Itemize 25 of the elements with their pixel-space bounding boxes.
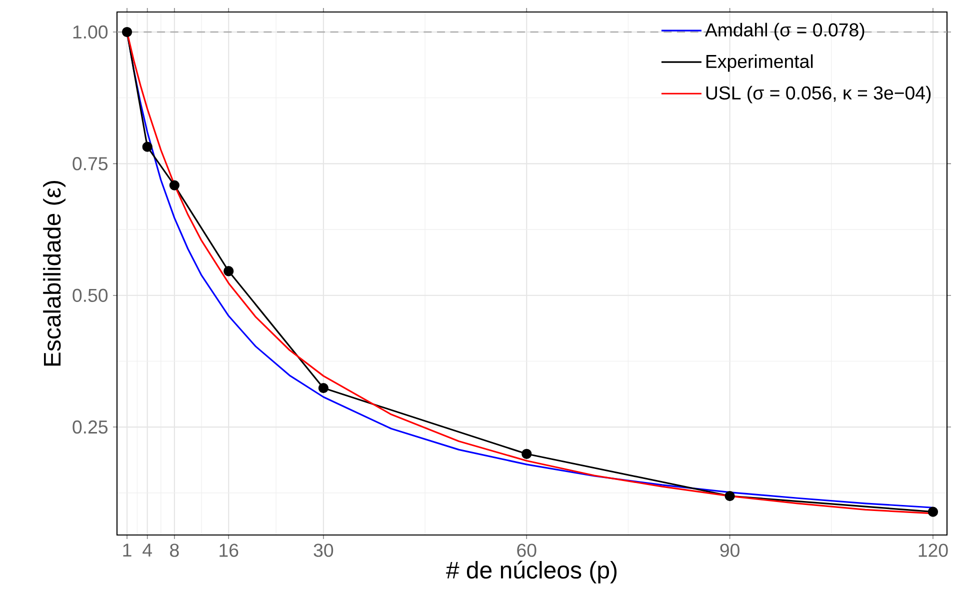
point bbox=[318, 382, 329, 394]
x-tick-label: 120 bbox=[918, 544, 948, 557]
point bbox=[169, 180, 180, 190]
point bbox=[522, 448, 532, 459]
x-axis-title: # de núcleos (p) bbox=[446, 560, 617, 584]
x-tick-label: 60 bbox=[517, 544, 536, 557]
x-tick-label: 30 bbox=[314, 544, 334, 557]
y-tick-label: 0.75 bbox=[72, 157, 108, 170]
point bbox=[224, 266, 234, 276]
point bbox=[142, 142, 152, 152]
x-tick-label: 4 bbox=[142, 544, 152, 557]
x-tick-label: 16 bbox=[220, 544, 238, 557]
x-tick-label: 8 bbox=[170, 544, 179, 557]
y-tick-label: 0.50 bbox=[72, 288, 108, 302]
y-tick-label: 0.25 bbox=[72, 420, 108, 434]
x-tick-label: 1 bbox=[123, 544, 132, 557]
legend-label: USL (σ = 0.056, κ = 3e−04) bbox=[706, 86, 931, 104]
point bbox=[724, 490, 735, 502]
x-tick-label: 90 bbox=[720, 544, 740, 557]
y-axis-title: Escalabilidade (ε) bbox=[43, 180, 66, 366]
legend-label: Experimental bbox=[706, 54, 813, 72]
legend-label: Amdahl (σ = 0.078) bbox=[704, 22, 864, 40]
point bbox=[928, 506, 938, 517]
y-tick-label: 1.00 bbox=[73, 25, 108, 39]
point bbox=[122, 26, 132, 38]
